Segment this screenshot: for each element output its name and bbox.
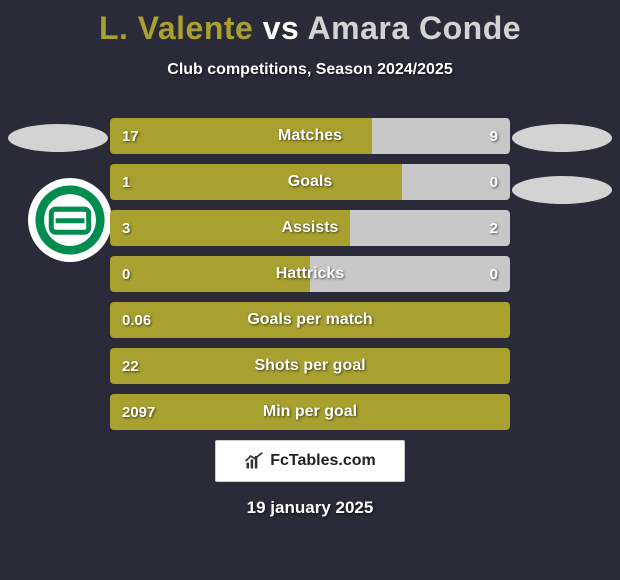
date-label: 19 january 2025: [0, 498, 620, 518]
stat-label: Goals per match: [110, 302, 510, 338]
stat-label: Min per goal: [110, 394, 510, 430]
stat-label: Matches: [110, 118, 510, 154]
stat-row: 2097Min per goal: [110, 394, 510, 430]
player2-name: Amara Conde: [308, 10, 522, 46]
stat-row: 179Matches: [110, 118, 510, 154]
stats-bars: 179Matches 10Goals 32Assists 00Hattricks 0.0…: [110, 118, 510, 440]
stat-label: Assists: [110, 210, 510, 246]
subtitle: Club competitions, Season 2024/2025: [0, 61, 620, 79]
decor-ellipse-right-1: [512, 124, 612, 152]
stat-label: Hattricks: [110, 256, 510, 292]
stat-label: Shots per goal: [110, 348, 510, 384]
club-logo: [28, 178, 112, 262]
chart-icon: [244, 451, 264, 471]
brand-footer: FcTables.com: [215, 440, 405, 482]
brand-text: FcTables.com: [270, 452, 376, 470]
vs-separator: vs: [263, 10, 300, 46]
decor-ellipse-left: [8, 124, 108, 152]
stat-row: 10Goals: [110, 164, 510, 200]
stat-label: Goals: [110, 164, 510, 200]
stat-row: 22Shots per goal: [110, 348, 510, 384]
player1-name: L. Valente: [99, 10, 253, 46]
stat-row: 0.06Goals per match: [110, 302, 510, 338]
groningen-logo-icon: [34, 184, 106, 256]
stat-row: 32Assists: [110, 210, 510, 246]
stat-row: 00Hattricks: [110, 256, 510, 292]
decor-ellipse-right-2: [512, 176, 612, 204]
comparison-title: L. Valente vs Amara Conde: [0, 0, 620, 47]
